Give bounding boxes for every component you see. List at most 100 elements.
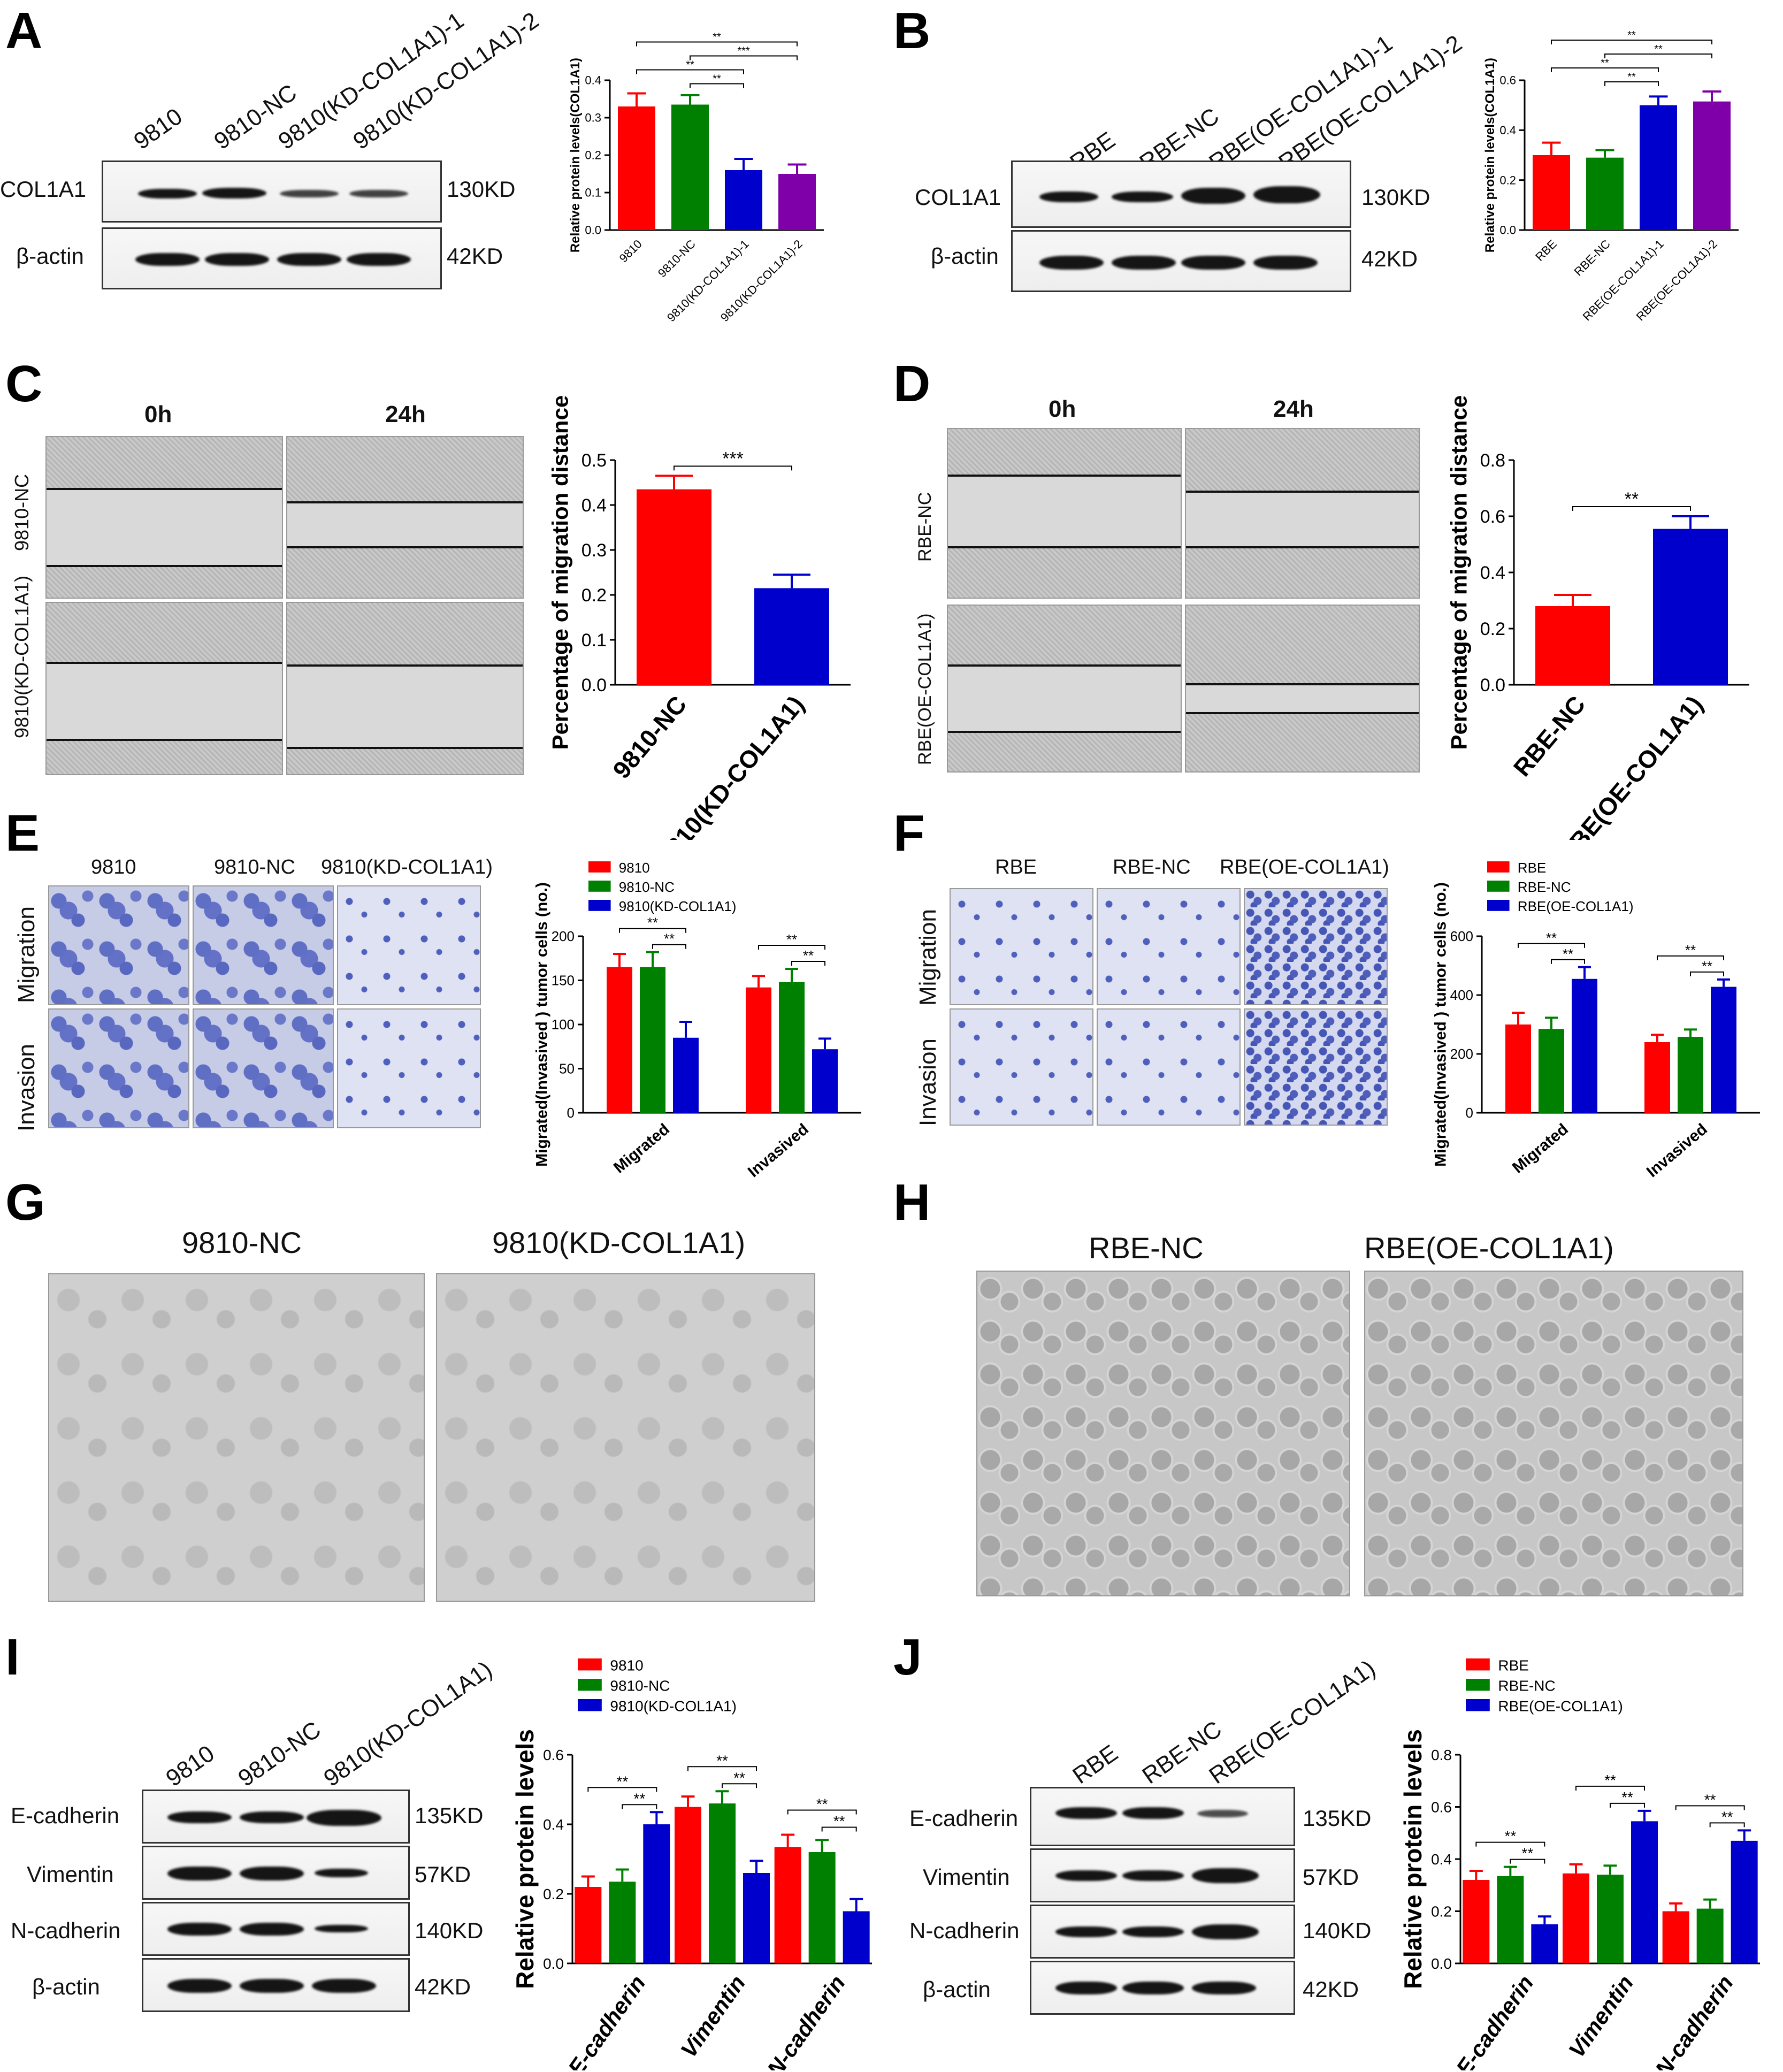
row-label: Migration bbox=[13, 906, 40, 1003]
significance-label: ** bbox=[713, 32, 721, 43]
bar bbox=[609, 1882, 636, 1963]
panel-label-g: G bbox=[5, 1174, 45, 1231]
x-tick-label: 9810-NC bbox=[655, 237, 698, 280]
bar bbox=[1631, 1821, 1658, 1963]
wound-image bbox=[1185, 428, 1420, 599]
wound-image bbox=[45, 436, 283, 599]
significance-label: ** bbox=[733, 1769, 745, 1786]
bar bbox=[675, 1807, 701, 1963]
blot-strip bbox=[142, 1902, 410, 1956]
significance-label: ** bbox=[1702, 958, 1712, 974]
column-label: 9810-NC bbox=[214, 856, 296, 878]
panel-label-e: E bbox=[5, 805, 40, 862]
x-tick-label: 9810 bbox=[617, 237, 645, 265]
significance-bracket bbox=[1604, 81, 1659, 86]
significance-bracket bbox=[1675, 1805, 1745, 1810]
y-tick-label: 0.0 bbox=[585, 224, 601, 237]
panel-a-western-blot: 9810 9810-NC 9810(KD-COL1A1)-1 9810(KD-C… bbox=[0, 0, 544, 300]
bar bbox=[843, 1911, 870, 1963]
transwell-image bbox=[1097, 1008, 1241, 1126]
bar bbox=[725, 170, 762, 230]
y-tick-label: 0.3 bbox=[581, 540, 607, 561]
y-tick-label: 0.0 bbox=[543, 1955, 564, 1972]
blot-row-label: E-cadherin bbox=[909, 1806, 1019, 1831]
y-axis-label: Relative protein levels(COL1A1) bbox=[1483, 58, 1497, 253]
significance-label: ** bbox=[833, 1813, 845, 1830]
legend-swatch bbox=[578, 1679, 602, 1691]
brightfield-image bbox=[1364, 1271, 1743, 1596]
bar bbox=[671, 104, 709, 230]
significance-label: ** bbox=[1721, 1808, 1733, 1825]
y-tick-label: 0.2 bbox=[1499, 173, 1516, 187]
bar bbox=[643, 1824, 670, 1963]
significance-bracket bbox=[1551, 67, 1659, 72]
column-label: 9810(KD-COL1A1) bbox=[321, 856, 493, 878]
legend-swatch bbox=[1466, 1699, 1490, 1711]
bar bbox=[1696, 1908, 1724, 1963]
bar bbox=[1531, 1924, 1558, 1963]
legend-label: RBE-NC bbox=[1498, 1677, 1555, 1694]
significance-bracket bbox=[1475, 1841, 1545, 1847]
transwell-image bbox=[48, 885, 189, 1005]
transwell-image bbox=[1097, 888, 1241, 1005]
y-tick-label: 0.8 bbox=[1431, 1747, 1452, 1763]
bar bbox=[1463, 1880, 1490, 1963]
chart-d-migration-distance: 0.0 0.2 0.4 0.6 0.8 Percentage of migration d… bbox=[1447, 396, 1749, 840]
blot-strip bbox=[1030, 1961, 1295, 2015]
blot-strip bbox=[1030, 1787, 1295, 1846]
y-tick-label: 100 bbox=[552, 1016, 575, 1033]
legend-swatch bbox=[578, 1658, 602, 1671]
legend-label: 9810(KD-COL1A1) bbox=[619, 898, 737, 914]
bar bbox=[1597, 1875, 1624, 1963]
panel-label-a: A bbox=[5, 2, 43, 59]
transwell-image bbox=[337, 885, 481, 1005]
legend-swatch bbox=[1487, 881, 1510, 892]
y-tick-label: 50 bbox=[559, 1061, 575, 1077]
panel-label-i: I bbox=[5, 1628, 20, 1686]
significance-label: ** bbox=[1685, 942, 1696, 958]
bar bbox=[1533, 155, 1570, 230]
bar bbox=[1662, 1911, 1689, 1963]
significance-label: ** bbox=[1621, 1789, 1633, 1806]
x-tick-label: N-cadherin bbox=[1650, 1971, 1738, 2070]
kd-label: 135KD bbox=[1303, 1806, 1372, 1831]
x-tick-label: 9810-NC bbox=[607, 691, 692, 784]
significance-bracket bbox=[690, 83, 744, 88]
wound-image bbox=[286, 602, 524, 775]
bar bbox=[607, 967, 632, 1113]
significance-label: *** bbox=[722, 448, 744, 469]
legend-swatch bbox=[1466, 1679, 1490, 1691]
legend-swatch bbox=[588, 881, 611, 892]
y-tick-label: 0.0 bbox=[1480, 675, 1505, 695]
bar bbox=[808, 1852, 836, 1963]
x-tick-label: E-cadherin bbox=[563, 1971, 651, 2070]
bar bbox=[1497, 1876, 1524, 1963]
y-tick-label: 600 bbox=[1450, 928, 1473, 944]
kd-label: 42KD bbox=[447, 243, 503, 269]
transwell-image bbox=[950, 1008, 1093, 1126]
bar bbox=[1644, 1042, 1670, 1113]
significance-bracket bbox=[821, 1826, 857, 1832]
y-tick-label: 0 bbox=[1466, 1105, 1473, 1121]
row-label: Migration bbox=[915, 909, 941, 1006]
y-axis-label: Relative protein levels bbox=[1399, 1729, 1427, 1989]
y-tick-label: 0.0 bbox=[581, 675, 607, 695]
blot-strip-actin bbox=[1011, 230, 1351, 292]
panel-label-d: D bbox=[893, 355, 931, 412]
y-axis-label: Migrated(Invasived ) tumor cells (no.) bbox=[1432, 882, 1449, 1167]
x-tick-label: RBE-NC bbox=[1572, 237, 1613, 278]
significance-bracket bbox=[687, 1766, 757, 1771]
significance-bracket bbox=[1610, 1802, 1645, 1808]
legend-label: RBE bbox=[1498, 1657, 1529, 1673]
panel-d-wound-healing: 0h 24h RBE-NC RBE(OE-COL1A1) bbox=[904, 396, 1439, 781]
row-label: 9810(KD-COL1A1) bbox=[11, 575, 33, 738]
panel-label-f: F bbox=[893, 805, 925, 862]
significance-label: ** bbox=[786, 931, 797, 947]
y-axis-label: Percentage of migration distance bbox=[1447, 396, 1472, 750]
significance-bracket bbox=[1657, 955, 1724, 960]
legend-swatch bbox=[588, 900, 611, 911]
bar bbox=[746, 987, 771, 1113]
blot-row-label: β-actin bbox=[931, 243, 999, 269]
significance-label: ** bbox=[686, 59, 694, 71]
